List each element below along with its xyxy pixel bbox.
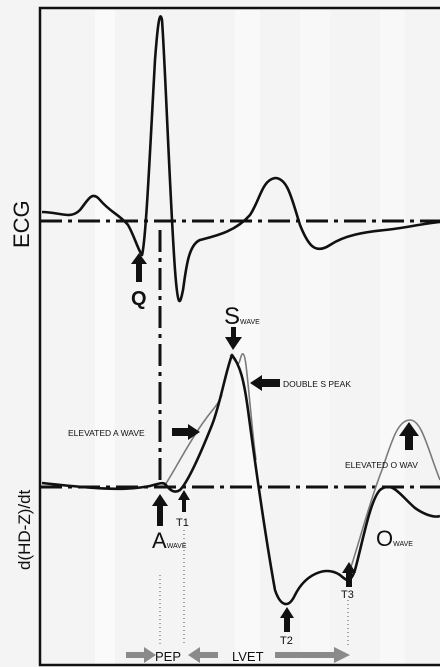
lvet-label: LVET [232, 649, 264, 664]
t2-label: T2 [280, 635, 293, 647]
pep-arrows [126, 647, 218, 663]
double-s-peak-label: DOUBLE S PEAK [283, 379, 351, 389]
s-wave-sub: WAVE [240, 319, 260, 326]
a-wave-sub: WAVE [167, 543, 187, 550]
s-wave-main: S [224, 303, 240, 330]
s-wave-arrow [225, 327, 242, 350]
q-label: Q [131, 288, 147, 310]
o-wave-sub: WAVE [393, 541, 413, 548]
lvet-arrow-right [275, 647, 350, 663]
plot-frame [38, 6, 440, 667]
ecg-trace [41, 15, 440, 303]
a-wave-label: AWAVE [152, 528, 187, 553]
t2-arrow [280, 607, 294, 632]
s-wave-label: SWAVE [224, 303, 260, 330]
elevated-o-wave-arrow [399, 422, 419, 450]
impedance-axis-label: d(HD-Z)/dt [15, 489, 34, 570]
t3-arrow [342, 562, 356, 587]
background-stripes [95, 10, 405, 665]
impedance-trace [41, 353, 440, 606]
t1-label: T1 [176, 517, 189, 529]
q-arrow [131, 253, 147, 282]
t3-label: T3 [341, 589, 354, 601]
elevated-a-wave-label: ELEVATED A WAVE [68, 428, 145, 438]
elevated-a-wave-curve [164, 394, 223, 486]
o-wave-label: OWAVE [376, 526, 413, 551]
a-wave-main: A [152, 528, 167, 553]
ecg-axis-label: ECG [9, 200, 34, 248]
pep-label: PEP [155, 649, 181, 664]
t1-arrow [178, 490, 190, 512]
a-wave-arrow [152, 494, 168, 526]
elevated-a-wave-arrow [172, 424, 200, 440]
o-wave-main: O [376, 526, 393, 551]
elevated-o-wave-curve [349, 419, 440, 571]
elevated-o-wave-label: ELEVATED O WAV [345, 460, 418, 470]
double-s-peak-arrow [250, 375, 280, 391]
